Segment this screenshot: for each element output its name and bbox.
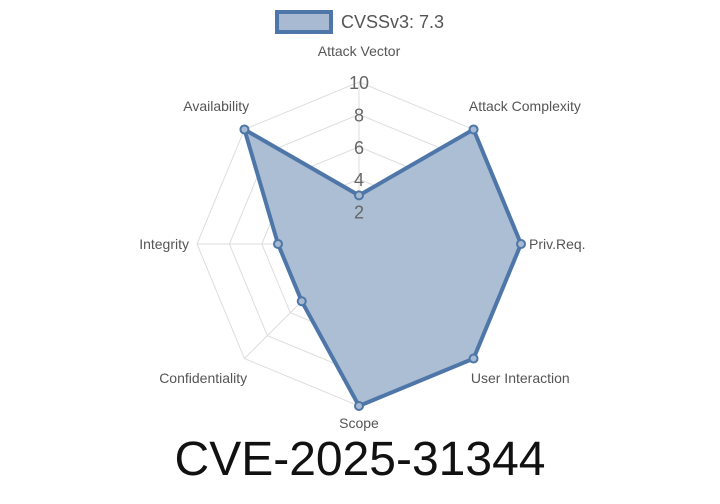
data-point [516, 239, 526, 249]
data-point [468, 353, 479, 364]
axis-label: Confidentiality [159, 370, 247, 386]
legend-label: CVSSv3: 7.3 [341, 12, 444, 32]
tick-label: 4 [354, 170, 364, 190]
tick-label: 2 [354, 203, 364, 223]
data-point [296, 296, 307, 307]
data-point [468, 124, 479, 135]
axis-label: Scope [339, 415, 379, 431]
series-area [241, 125, 524, 409]
legend-swatch [275, 10, 333, 34]
data-point [239, 124, 250, 135]
data-point [354, 190, 364, 201]
tick-label: 6 [354, 138, 364, 158]
axis-label: Availability [183, 98, 249, 114]
tick-label: 10 [349, 73, 369, 93]
axis-label: Priv.Req. [529, 236, 586, 252]
axis-label: Integrity [139, 236, 189, 252]
data-point [354, 401, 364, 411]
axis-label: Attack Complexity [469, 98, 581, 114]
axis-label: Attack Vector [318, 43, 401, 59]
chart-title: CVE-2025-31344 [174, 433, 546, 486]
tick-label: 8 [354, 105, 364, 125]
data-point [273, 239, 283, 249]
axis-label: User Interaction [471, 370, 570, 386]
